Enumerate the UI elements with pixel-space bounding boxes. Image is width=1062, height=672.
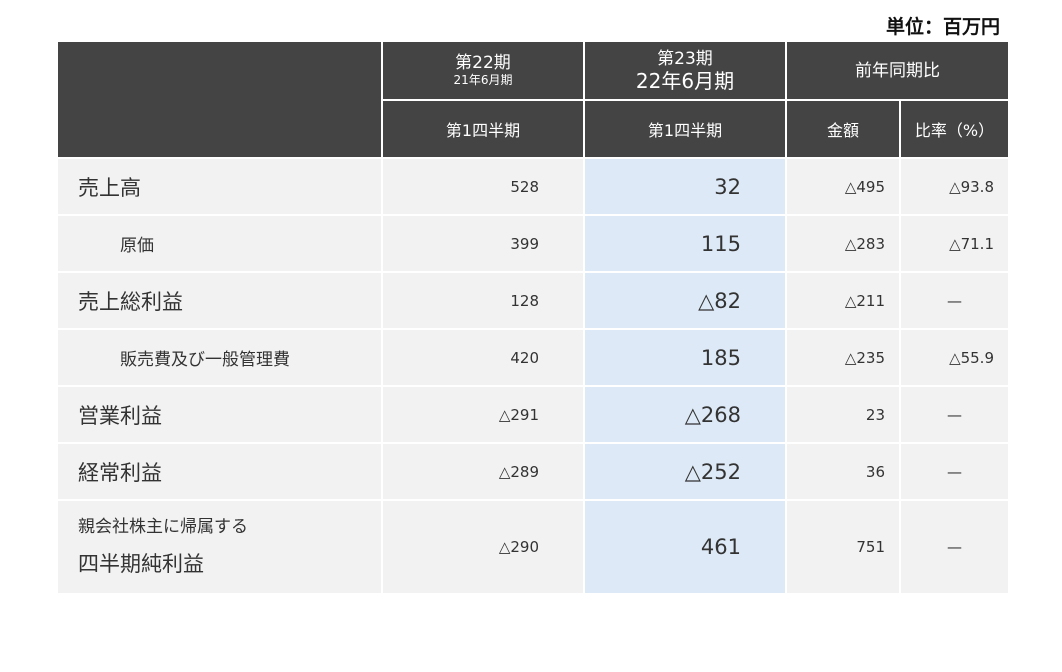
yoy-ratio: — <box>899 443 1008 501</box>
table-row: 売上高 528 32 △495 △93.8 <box>58 158 1008 216</box>
row-label: 原価 <box>58 215 382 273</box>
yoy-ratio: △55.9 <box>899 329 1008 387</box>
row-label: 販売費及び一般管理費 <box>58 329 382 387</box>
row-label: 売上総利益 <box>58 272 382 330</box>
curr-value: △268 <box>583 386 786 444</box>
yoy-amount: △283 <box>785 215 900 273</box>
header-yoy: 前年同期比 <box>785 42 1008 101</box>
prev-value: △291 <box>381 386 584 444</box>
header-amount: 金額 <box>785 100 900 159</box>
header-prev-quarter: 第1四半期 <box>381 100 584 159</box>
yoy-amount: △235 <box>785 329 900 387</box>
curr-value: 461 <box>583 500 786 595</box>
prev-value: △290 <box>381 500 584 595</box>
table-row: 売上総利益 128 △82 △211 — <box>58 272 1008 330</box>
curr-value: △82 <box>583 272 786 330</box>
row-label: 営業利益 <box>58 386 382 444</box>
prev-value: 128 <box>381 272 584 330</box>
prev-value: △289 <box>381 443 584 501</box>
header-row-1: 第22期 21年6月期 第23期 22年6月期 前年同期比 <box>58 42 1008 159</box>
header-prev-period: 第22期 21年6月期 <box>381 42 584 101</box>
header-ratio: 比率（%） <box>899 100 1008 159</box>
yoy-amount: 751 <box>785 500 900 595</box>
yoy-ratio: △71.1 <box>899 215 1008 273</box>
header-row-2: 第1四半期 第1四半期 金額 比率（%） <box>58 100 1008 159</box>
prev-value: 399 <box>381 215 584 273</box>
yoy-ratio: — <box>899 500 1008 595</box>
yoy-ratio: — <box>899 386 1008 444</box>
table-row: 親会社株主に帰属する 四半期純利益 △290 461 751 — <box>58 500 1008 595</box>
financial-table: 第22期 21年6月期 第23期 22年6月期 前年同期比 第1四半期 第1四半… <box>58 42 1008 595</box>
yoy-amount: 36 <box>785 443 900 501</box>
row-label-line1: 親会社株主に帰属する <box>78 517 248 537</box>
yoy-ratio: — <box>899 272 1008 330</box>
curr-value: 185 <box>583 329 786 387</box>
table-row: 営業利益 △291 △268 23 — <box>58 386 1008 444</box>
curr-value: 32 <box>583 158 786 216</box>
prev-value: 528 <box>381 158 584 216</box>
curr-value: 115 <box>583 215 786 273</box>
header-curr-quarter: 第1四半期 <box>583 100 786 159</box>
table-row: 原価 399 115 △283 △71.1 <box>58 215 1008 273</box>
row-label: 親会社株主に帰属する 四半期純利益 <box>58 500 382 595</box>
row-label-line2: 四半期純利益 <box>78 552 204 576</box>
unit-label: 単位：百万円 <box>885 16 1000 38</box>
header-curr-period: 第23期 22年6月期 <box>583 42 786 101</box>
yoy-amount: △495 <box>785 158 900 216</box>
prev-value: 420 <box>381 329 584 387</box>
yoy-ratio: △93.8 <box>899 158 1008 216</box>
yoy-amount: △211 <box>785 272 900 330</box>
row-label: 売上高 <box>58 158 382 216</box>
curr-value: △252 <box>583 443 786 501</box>
row-label: 経常利益 <box>58 443 382 501</box>
yoy-amount: 23 <box>785 386 900 444</box>
table-row: 販売費及び一般管理費 420 185 △235 △55.9 <box>58 329 1008 387</box>
table-row: 経常利益 △289 △252 36 — <box>58 443 1008 501</box>
header-blank <box>58 42 382 159</box>
